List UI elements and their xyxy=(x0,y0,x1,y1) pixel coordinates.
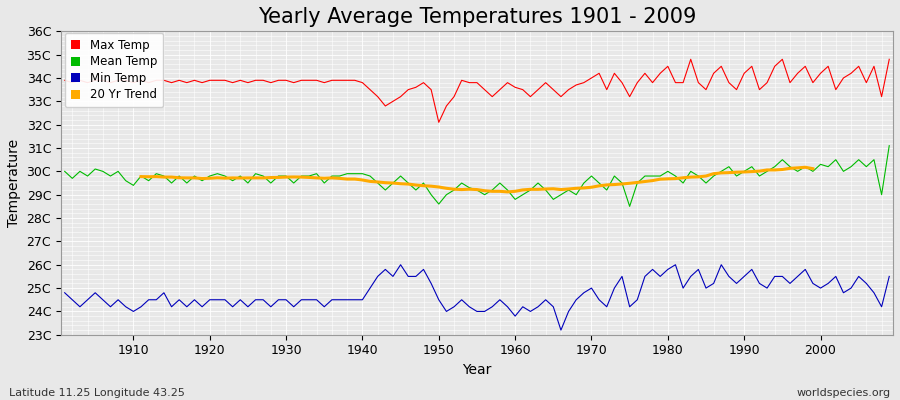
Text: worldspecies.org: worldspecies.org xyxy=(796,388,891,398)
X-axis label: Year: Year xyxy=(463,363,491,377)
Text: Latitude 11.25 Longitude 43.25: Latitude 11.25 Longitude 43.25 xyxy=(9,388,184,398)
Legend: Max Temp, Mean Temp, Min Temp, 20 Yr Trend: Max Temp, Mean Temp, Min Temp, 20 Yr Tre… xyxy=(65,33,163,107)
Y-axis label: Temperature: Temperature xyxy=(7,139,21,227)
Title: Yearly Average Temperatures 1901 - 2009: Yearly Average Temperatures 1901 - 2009 xyxy=(257,7,696,27)
